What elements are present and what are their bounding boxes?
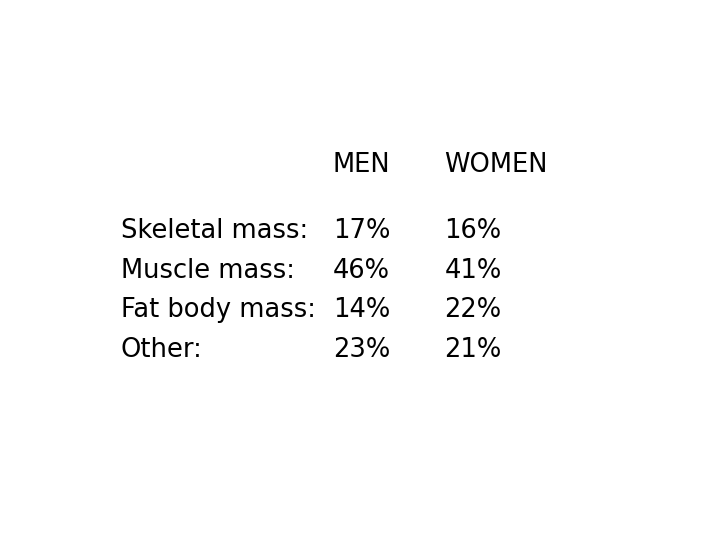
Text: 21%: 21% [444, 336, 502, 363]
Text: Skeletal mass:: Skeletal mass: [121, 218, 308, 244]
Text: Muscle mass:: Muscle mass: [121, 258, 294, 284]
Text: 22%: 22% [444, 297, 501, 323]
Text: Fat body mass:: Fat body mass: [121, 297, 315, 323]
Text: MEN: MEN [333, 152, 390, 178]
Text: 46%: 46% [333, 258, 390, 284]
Text: 17%: 17% [333, 218, 390, 244]
Text: 23%: 23% [333, 336, 390, 363]
Text: 41%: 41% [444, 258, 502, 284]
Text: 14%: 14% [333, 297, 390, 323]
Text: Other:: Other: [121, 336, 202, 363]
Text: 16%: 16% [444, 218, 501, 244]
Text: WOMEN: WOMEN [444, 152, 548, 178]
